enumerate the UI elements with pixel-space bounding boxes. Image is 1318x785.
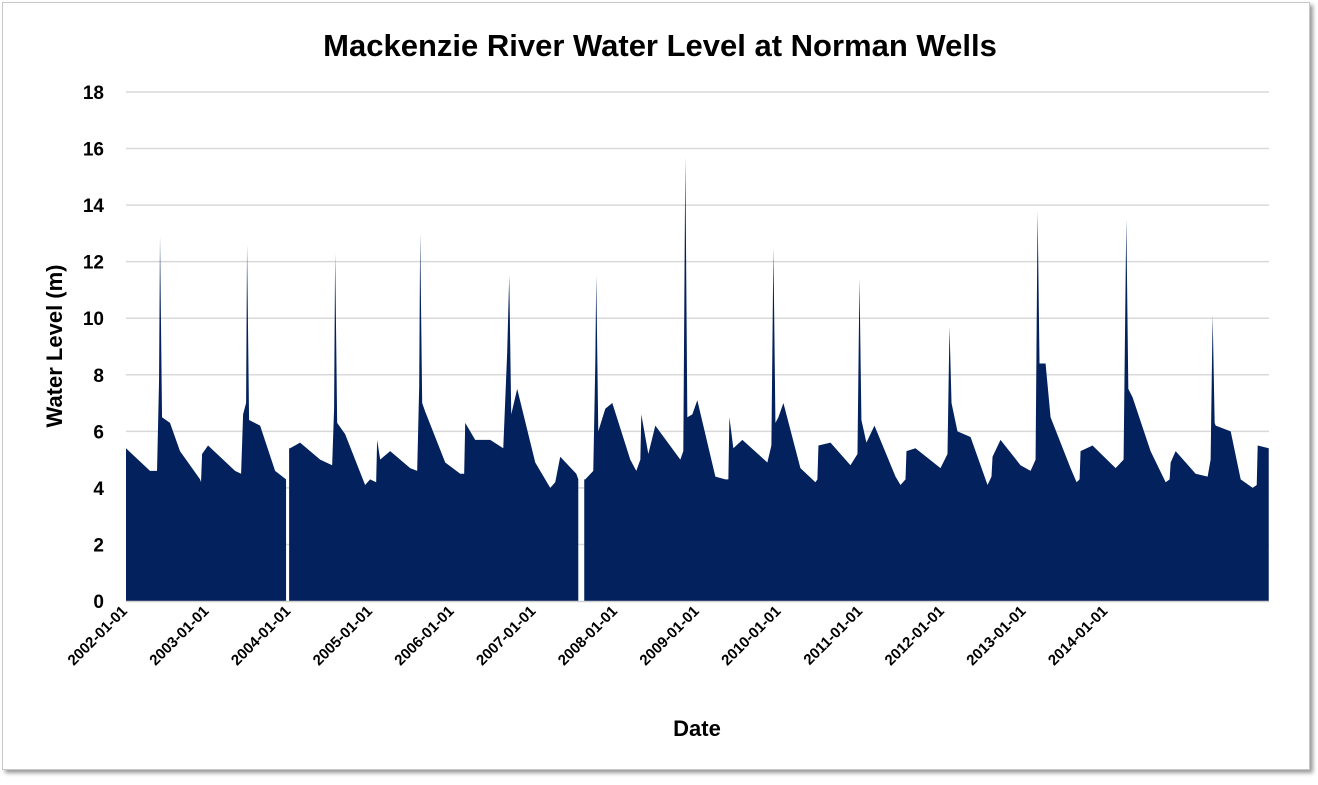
x-tick-label: 2003-01-01 bbox=[146, 603, 212, 669]
water-level-bars-segment bbox=[126, 236, 287, 601]
x-tick-label: 2007-01-01 bbox=[473, 603, 539, 669]
x-tick-label: 2013-01-01 bbox=[963, 603, 1029, 669]
x-tick-label: 2010-01-01 bbox=[718, 603, 784, 669]
x-tick-label: 2014-01-01 bbox=[1045, 603, 1111, 669]
y-tick-label: 4 bbox=[93, 479, 104, 500]
y-tick-labels: 0 2 4 6 8 10 12 14 16 18 bbox=[83, 83, 105, 613]
y-axis-title: Water Level (m) bbox=[42, 264, 67, 427]
water-level-bars-segment bbox=[584, 157, 1269, 602]
y-tick-label: 6 bbox=[93, 422, 104, 443]
y-tick-label: 10 bbox=[83, 309, 104, 330]
water-level-series bbox=[126, 157, 1269, 602]
y-tick-label: 14 bbox=[83, 196, 105, 217]
x-tick-label: 2009-01-01 bbox=[636, 603, 702, 669]
x-tick-label: 2012-01-01 bbox=[882, 603, 948, 669]
x-tick-label: 2005-01-01 bbox=[310, 603, 376, 669]
x-tick-label: 2008-01-01 bbox=[555, 603, 621, 669]
chart-title: Mackenzie River Water Level at Norman We… bbox=[323, 28, 997, 63]
y-tick-label: 16 bbox=[83, 140, 104, 161]
water-level-bars-segment bbox=[289, 233, 579, 601]
y-tick-label: 0 bbox=[93, 592, 104, 613]
x-tick-label: 2004-01-01 bbox=[228, 603, 294, 669]
y-tick-label: 12 bbox=[83, 253, 104, 274]
y-tick-label: 8 bbox=[93, 366, 104, 387]
x-axis-title: Date bbox=[673, 716, 721, 741]
x-tick-label: 2011-01-01 bbox=[800, 603, 866, 669]
y-tick-label: 2 bbox=[93, 535, 104, 556]
x-tick-label: 2006-01-01 bbox=[391, 603, 457, 669]
chart-frame bbox=[2, 2, 1310, 770]
x-tick-labels: 2002-01-01 2003-01-01 2004-01-01 2005-01-01… bbox=[65, 603, 1112, 669]
y-tick-label: 18 bbox=[83, 83, 104, 104]
